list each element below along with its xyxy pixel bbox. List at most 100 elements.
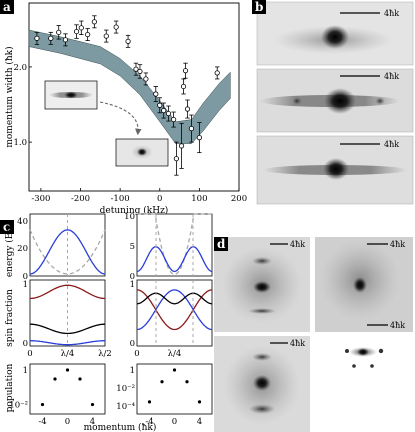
panel-c-badge <box>0 220 14 234</box>
position-tick-right: λ/4 <box>168 349 182 359</box>
marker <box>48 35 54 41</box>
position-tick-right: 0 <box>134 349 139 359</box>
spin-red-right <box>136 289 213 331</box>
momentum-axis-label: momentum (ħk) <box>84 422 157 432</box>
data-point <box>196 122 202 154</box>
panel-b-letter: b <box>255 0 263 14</box>
y-tick-label: 2.0 <box>13 63 27 73</box>
data-point <box>182 62 189 79</box>
spin-blue-right <box>136 289 213 331</box>
data-points <box>34 15 220 176</box>
population-point <box>197 400 202 404</box>
data-point <box>143 72 149 86</box>
x-tick-label: 200 <box>231 194 247 204</box>
population-point <box>78 377 82 381</box>
scale-label: 4ħk <box>390 321 405 330</box>
momentum-tick: 4 <box>90 417 95 427</box>
panel-d-letter: d <box>217 237 226 251</box>
theory-band <box>28 29 231 144</box>
inset-far <box>44 80 98 110</box>
energy-tick-right: 5 <box>130 242 135 252</box>
marker <box>188 125 195 132</box>
data-point <box>165 105 172 122</box>
momentum-tick: 0 <box>172 417 177 427</box>
data-point <box>157 97 163 114</box>
population-point <box>147 400 152 404</box>
marker <box>62 37 69 43</box>
data-point <box>113 20 119 34</box>
marker <box>161 107 167 114</box>
data-point <box>137 64 143 79</box>
marker <box>171 116 177 123</box>
population-axis-label: population <box>5 363 15 412</box>
momentum-tick: 4 <box>197 417 202 427</box>
energy-axis-label: energy (Er) <box>4 225 15 277</box>
spin-red-left <box>29 284 106 300</box>
x-tick-label: -200 <box>71 194 90 204</box>
population-point <box>90 402 95 407</box>
data-point <box>91 15 97 29</box>
marker <box>143 76 149 82</box>
marker <box>103 33 109 39</box>
marker <box>178 143 185 149</box>
population-point <box>40 402 45 407</box>
marker <box>182 68 189 74</box>
data-point <box>161 102 167 119</box>
free-dispersion-right <box>137 213 212 275</box>
spin-axis-label: spin fraction <box>5 289 15 347</box>
panel-a-frame <box>28 2 240 192</box>
data-point <box>173 141 179 176</box>
data-point <box>153 86 159 102</box>
spin-black-left <box>30 323 105 335</box>
marker <box>85 31 91 38</box>
scale-bar-d4: 4ħk <box>367 321 405 330</box>
spin-blue-left <box>30 340 105 346</box>
x-axis-label: detuning (kHz) <box>100 205 169 216</box>
inset-near <box>115 138 169 167</box>
marker <box>137 68 143 75</box>
marker <box>184 106 191 112</box>
spin-black-right <box>136 292 213 305</box>
data-point <box>48 31 54 45</box>
population-tick: 1 <box>130 366 135 376</box>
population-plot-left <box>29 363 106 415</box>
spin-tick-right: 1 <box>130 280 135 290</box>
data-point <box>184 99 191 119</box>
marker <box>157 102 163 108</box>
scale-label: 4ħk <box>384 9 399 18</box>
data-point <box>133 62 139 76</box>
population-tick: 10⁻² <box>116 384 135 394</box>
marker <box>113 24 119 30</box>
data-point <box>78 20 84 35</box>
spin-plot-right <box>136 279 213 347</box>
scale-label: 4ħk <box>384 72 399 81</box>
marker <box>78 25 84 31</box>
data-point <box>188 114 195 143</box>
absorption-image-d2: 4ħk <box>315 237 413 332</box>
data-point <box>56 25 62 40</box>
panel-d-badge <box>214 237 228 251</box>
population-plot-right <box>136 363 213 415</box>
population-points <box>40 368 202 407</box>
energy-tick-right: 0 <box>130 272 135 282</box>
absorption-image-d3: 4ħk <box>214 336 310 432</box>
energy-tick-left: 40 <box>17 217 28 227</box>
marker <box>214 70 220 76</box>
energy-tick-left: 0 <box>23 272 28 282</box>
absorption-image-2: 4ħk <box>256 68 414 133</box>
marker <box>91 19 97 25</box>
marker <box>173 156 179 162</box>
data-point <box>214 66 220 80</box>
population-point <box>172 368 177 372</box>
marker <box>34 35 40 41</box>
absorption-image-3: 4ħk <box>256 135 414 205</box>
population-tick: 10⁻² <box>9 401 28 411</box>
marker <box>180 83 187 90</box>
panel-a-badge <box>0 0 14 14</box>
data-point <box>180 78 187 95</box>
absorption-image-1: 4ħk <box>256 1 414 66</box>
panel-c: c energy (Er) spin fraction population 4… <box>0 212 213 432</box>
momentum-tick: -4 <box>145 417 153 427</box>
